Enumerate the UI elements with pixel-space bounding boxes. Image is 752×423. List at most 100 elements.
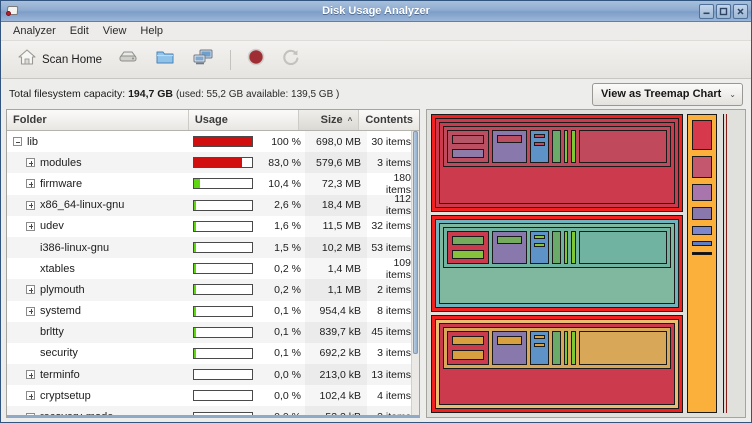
folder-name: x86_64-linux-gnu xyxy=(40,199,125,212)
treemap-subcell[interactable] xyxy=(533,234,545,239)
table-row[interactable]: cryptsetup 0,0 % 102,4 kB 4 items xyxy=(7,385,419,407)
treemap-side-block[interactable] xyxy=(692,156,712,178)
table-row[interactable]: i386-linux-gnu 1,5 % 10,2 MB 53 items xyxy=(7,236,419,259)
band-red[interactable] xyxy=(431,114,683,212)
table-row[interactable]: systemd 0,1 % 954,4 kB 8 items xyxy=(7,300,419,322)
treemap-side-block[interactable] xyxy=(692,252,712,255)
treemap-subcell[interactable] xyxy=(533,335,545,340)
treemap-cell[interactable] xyxy=(491,230,527,264)
treemap-cell[interactable] xyxy=(571,331,576,365)
column-header-folder[interactable]: Folder xyxy=(7,110,189,130)
table-row[interactable]: xtables 0,2 % 1,4 MB 109 items xyxy=(7,257,419,281)
treemap-subcell[interactable] xyxy=(452,350,484,360)
treemap-chart[interactable] xyxy=(426,109,746,418)
title-bar[interactable]: Disk Usage Analyzer xyxy=(1,1,751,22)
treemap-subcell[interactable] xyxy=(452,235,484,245)
maximize-button[interactable] xyxy=(716,3,731,19)
menu-bar: Analyzer Edit View Help xyxy=(1,22,751,41)
treemap-side-block[interactable] xyxy=(692,241,712,246)
treemap-subcell[interactable] xyxy=(496,336,522,345)
treemap-cell[interactable] xyxy=(551,130,561,164)
treemap-cell[interactable] xyxy=(447,130,489,164)
treemap-side-block[interactable] xyxy=(692,120,712,150)
table-row[interactable]: x86_64-linux-gnu 2,6 % 18,4 MB 112 items xyxy=(7,193,419,217)
stop-button[interactable] xyxy=(240,45,272,75)
folder-name: modules xyxy=(40,156,82,169)
expand-icon[interactable] xyxy=(26,179,35,189)
menu-view[interactable]: View xyxy=(102,25,127,37)
usage-bar xyxy=(193,369,253,381)
treemap-cell[interactable] xyxy=(571,130,576,164)
scan-filesystem-button[interactable] xyxy=(111,45,145,75)
table-row[interactable]: udev 1,6 % 11,5 MB 32 items xyxy=(7,215,419,237)
tree-vertical-scrollbar[interactable] xyxy=(411,131,419,417)
treemap-cell[interactable] xyxy=(491,331,527,365)
treemap-side-block[interactable] xyxy=(692,226,712,235)
treemap-cell[interactable] xyxy=(563,230,569,264)
scan-home-button[interactable]: Scan Home xyxy=(11,45,108,75)
treemap-subcell[interactable] xyxy=(496,135,522,144)
cell-folder: firmware xyxy=(7,178,193,190)
expand-icon[interactable] xyxy=(26,370,35,380)
table-row[interactable]: lib 100 % 698,0 MB 30 items xyxy=(7,131,419,153)
band-teal[interactable] xyxy=(431,214,683,313)
treemap-subcell[interactable] xyxy=(496,235,522,245)
scan-remote-button[interactable] xyxy=(185,45,221,75)
treemap-cell[interactable] xyxy=(571,230,576,264)
scrollbar-thumb[interactable] xyxy=(413,131,418,355)
treemap-subcell[interactable] xyxy=(533,343,545,348)
treemap-cell[interactable] xyxy=(578,130,667,164)
treemap-cell[interactable] xyxy=(578,230,667,264)
usage-bar xyxy=(193,178,253,190)
treemap-cell[interactable] xyxy=(529,230,549,264)
treemap-subcell[interactable] xyxy=(533,134,545,139)
treemap-subcell[interactable] xyxy=(533,242,545,247)
treemap-cell[interactable] xyxy=(563,331,569,365)
table-row[interactable]: security 0,1 % 692,2 kB 3 items xyxy=(7,342,419,365)
expand-icon[interactable] xyxy=(26,200,35,210)
treemap-cell[interactable] xyxy=(551,331,561,365)
treemap-cell[interactable] xyxy=(529,331,549,365)
treemap-cell[interactable] xyxy=(491,130,527,164)
treemap-cell[interactable] xyxy=(529,130,549,164)
treemap-side-block[interactable] xyxy=(692,207,712,220)
table-row[interactable]: brltty 0,1 % 839,7 kB 45 items xyxy=(7,321,419,343)
menu-edit[interactable]: Edit xyxy=(69,25,89,37)
column-header-usage[interactable]: Usage xyxy=(188,110,299,130)
treemap-subcell[interactable] xyxy=(452,336,484,346)
column-header-contents[interactable]: Contents xyxy=(359,110,419,130)
treemap-cell[interactable] xyxy=(447,331,489,365)
expand-icon[interactable] xyxy=(26,306,35,316)
treemap-subcell[interactable] xyxy=(533,142,545,147)
usage-percent: 0,1 % xyxy=(274,347,301,360)
close-button[interactable] xyxy=(733,3,748,19)
treemap-cell[interactable] xyxy=(551,230,561,264)
scan-folder-button[interactable] xyxy=(148,45,182,75)
view-mode-select[interactable]: View as Treemap Chart ⌄ xyxy=(592,82,743,106)
column-header-size[interactable]: Size ^ xyxy=(298,110,360,130)
expand-icon[interactable] xyxy=(26,221,35,231)
table-row[interactable]: plymouth 0,2 % 1,1 MB 2 items xyxy=(7,279,419,301)
collapse-icon[interactable] xyxy=(13,137,22,147)
treemap-side-block[interactable] xyxy=(692,184,712,201)
treemap-cell[interactable] xyxy=(578,331,667,365)
table-row[interactable]: terminfo 0,0 % 213,0 kB 13 items xyxy=(7,364,419,386)
expand-icon[interactable] xyxy=(26,158,35,168)
table-row[interactable]: firmware 10,4 % 72,3 MB 180 items xyxy=(7,172,419,196)
table-row[interactable]: modules 83,0 % 579,6 MB 3 items xyxy=(7,152,419,174)
menu-analyzer[interactable]: Analyzer xyxy=(13,25,56,37)
treemap-subcell[interactable] xyxy=(452,249,484,259)
expand-icon[interactable] xyxy=(26,285,35,295)
treemap-subcell[interactable] xyxy=(452,149,484,159)
treemap-subcell[interactable] xyxy=(452,135,484,145)
treemap-side-column[interactable] xyxy=(687,114,717,413)
treemap-cell[interactable] xyxy=(447,230,489,264)
treemap-cell[interactable] xyxy=(563,130,569,164)
usage-bar xyxy=(193,284,253,296)
band-orange[interactable] xyxy=(431,315,683,414)
refresh-button[interactable] xyxy=(275,45,307,75)
expand-icon[interactable] xyxy=(26,391,35,401)
menu-help[interactable]: Help xyxy=(140,25,164,37)
minimize-button[interactable] xyxy=(699,3,714,19)
